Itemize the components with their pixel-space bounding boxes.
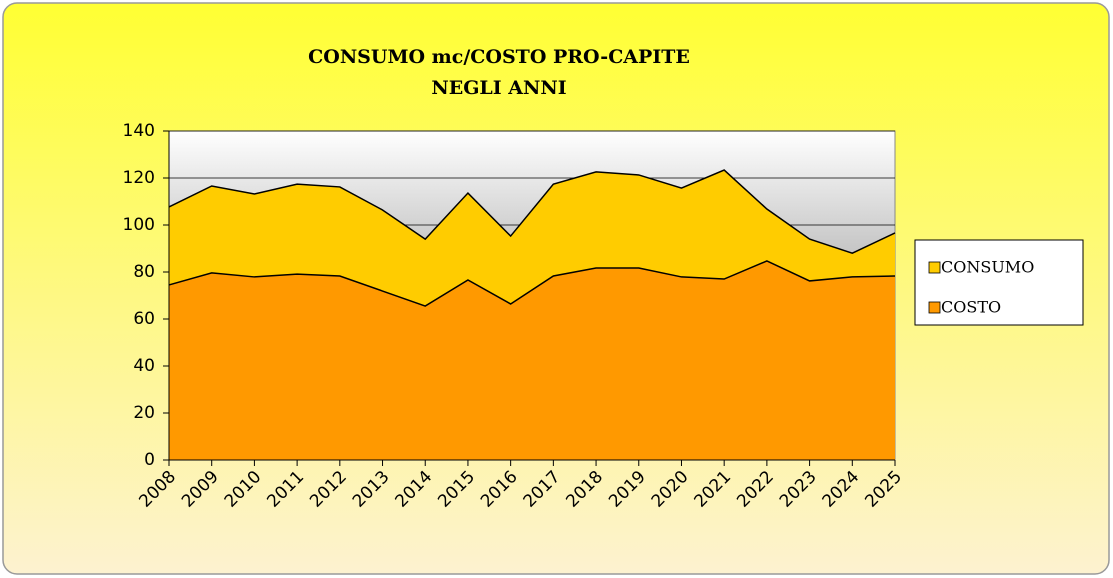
chart-title: NEGLI ANNI [431, 77, 566, 99]
y-tick-label: 0 [144, 450, 155, 470]
area-outline [168, 260, 896, 307]
y-tick-label: 40 [133, 356, 155, 376]
area [169, 260, 895, 460]
legend-marker [928, 301, 941, 314]
y-tick-label: 20 [133, 403, 155, 423]
y-tick-label: 120 [123, 168, 155, 188]
legend-label: COSTO [941, 298, 1001, 317]
y-tick-label: 140 [123, 121, 155, 141]
chart-title: CONSUMO mc/COSTO PRO-CAPITE [308, 46, 690, 68]
y-tick-label: 80 [133, 262, 155, 282]
legend-label: CONSUMO [941, 258, 1034, 277]
y-tick-label: 100 [123, 215, 155, 235]
legend-marker [928, 261, 941, 274]
legend [914, 239, 1084, 326]
area-outline [168, 169, 896, 255]
y-tick-label: 60 [133, 309, 155, 329]
